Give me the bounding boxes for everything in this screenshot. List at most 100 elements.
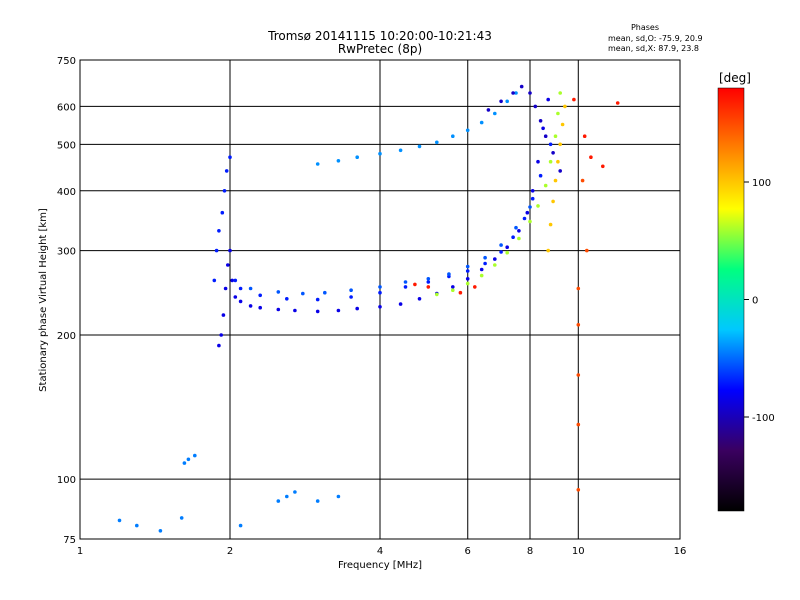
data-point	[556, 159, 560, 164]
data-point	[228, 248, 232, 253]
data-point	[563, 104, 567, 109]
data-point	[238, 523, 243, 528]
data-point	[576, 286, 581, 291]
data-point	[285, 297, 289, 301]
data-point	[186, 457, 191, 462]
data-point	[248, 304, 253, 308]
data-point	[528, 91, 532, 95]
data-point	[505, 245, 510, 249]
data-points	[117, 84, 620, 533]
data-point	[426, 280, 431, 284]
grid-lines	[80, 60, 680, 539]
data-point	[315, 297, 320, 302]
data-point	[158, 529, 163, 533]
data-point	[276, 307, 281, 312]
plot-frame	[79, 59, 681, 540]
data-point	[558, 91, 562, 95]
data-point	[426, 277, 431, 281]
data-point	[465, 264, 470, 269]
data-point	[519, 84, 524, 89]
data-point	[435, 292, 439, 297]
y-axis-ticks: 75 100 200 300 400 500 600 750	[57, 56, 76, 546]
data-point	[135, 523, 139, 528]
data-point	[226, 263, 230, 267]
data-point	[493, 257, 497, 261]
x-tick-label: 10	[572, 546, 585, 557]
data-point	[546, 97, 550, 102]
data-point	[493, 263, 497, 267]
data-point	[223, 286, 228, 291]
data-point	[548, 159, 553, 164]
data-point	[403, 280, 408, 284]
data-point	[230, 278, 234, 283]
y-tick-label: 600	[57, 102, 76, 113]
data-point	[233, 295, 238, 299]
data-point	[582, 134, 587, 138]
colorbar	[717, 87, 745, 512]
data-point	[473, 285, 477, 289]
data-point	[336, 308, 341, 313]
data-point	[248, 286, 253, 291]
data-point	[536, 204, 540, 208]
data-point	[403, 285, 408, 289]
data-point	[551, 151, 555, 155]
data-point	[479, 273, 484, 278]
x-tick-label: 8	[527, 546, 533, 557]
data-point	[580, 178, 585, 183]
stats-line-x: mean, sd,X: 87.9, 23.8	[608, 44, 699, 53]
data-point	[499, 99, 503, 104]
data-point	[553, 178, 558, 183]
data-point	[556, 111, 560, 116]
data-point	[572, 97, 576, 102]
data-point	[451, 134, 455, 138]
data-point	[585, 248, 589, 253]
data-point	[479, 120, 484, 125]
colorbar-ticks: 100 0 -100	[744, 178, 775, 424]
data-point	[486, 108, 491, 112]
x-tick-label: 6	[465, 546, 471, 557]
data-point	[499, 250, 503, 254]
data-point	[212, 278, 217, 283]
x-tick-label: 1	[77, 546, 83, 557]
data-point	[378, 285, 382, 289]
data-point	[117, 518, 122, 523]
data-point	[193, 453, 197, 458]
data-point	[258, 293, 263, 298]
data-point	[543, 134, 548, 138]
data-point	[576, 323, 581, 327]
data-point	[589, 155, 593, 159]
data-point	[505, 99, 510, 104]
y-tick-label: 300	[57, 247, 76, 258]
data-point	[465, 277, 470, 281]
data-point	[576, 373, 581, 377]
data-point	[217, 229, 221, 233]
data-point	[323, 290, 327, 295]
data-point	[543, 183, 548, 188]
data-point	[546, 248, 550, 253]
data-point	[601, 164, 605, 169]
data-point	[541, 126, 545, 131]
data-point	[458, 290, 463, 295]
data-point	[530, 196, 535, 201]
data-point	[398, 148, 403, 153]
data-point	[560, 122, 565, 127]
chart-title: Tromsø 20141115 10:20:00-10:21:43	[267, 29, 492, 43]
data-point	[505, 250, 510, 255]
data-point	[528, 205, 532, 209]
data-point	[258, 305, 263, 310]
data-point	[530, 189, 535, 193]
data-point	[336, 159, 341, 163]
data-point	[536, 159, 540, 164]
data-point	[517, 236, 521, 241]
x-tick-label: 16	[674, 546, 687, 557]
data-point	[528, 219, 532, 224]
data-point	[349, 288, 353, 293]
data-point	[551, 199, 555, 204]
data-point	[511, 235, 515, 239]
data-point	[293, 308, 297, 313]
data-point	[315, 499, 320, 503]
y-tick-label: 500	[57, 140, 76, 151]
data-point	[514, 91, 518, 95]
data-point	[222, 189, 227, 193]
